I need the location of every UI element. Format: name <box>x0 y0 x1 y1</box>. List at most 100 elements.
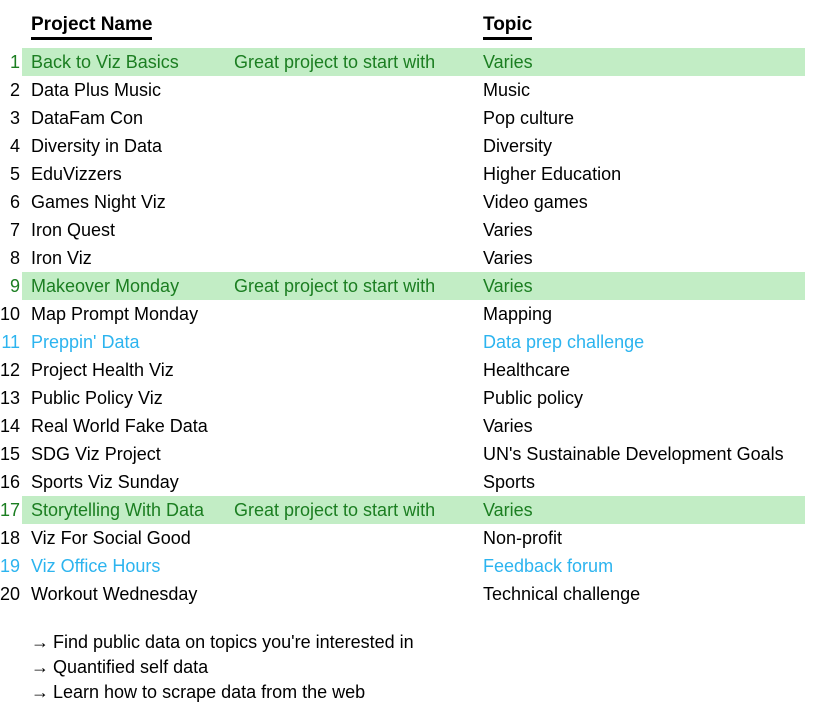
cell-project-name[interactable]: Diversity in Data <box>31 136 163 156</box>
table-row[interactable]: 3 DataFam Con Pop culture <box>0 104 821 132</box>
table-row[interactable]: 13 Public Policy Viz Public policy <box>0 384 821 412</box>
row-number: 8 <box>9 248 20 268</box>
cell-topic: Non-profit <box>483 528 563 548</box>
note-line: → Find public data on topics you're inter… <box>31 630 631 655</box>
cell-topic: Healthcare <box>483 360 571 380</box>
cell-topic: Feedback forum <box>483 556 614 576</box>
table-row[interactable]: 15 SDG Viz Project UN's Sustainable Develo… <box>0 440 821 468</box>
table-row[interactable]: 7 Iron Quest Varies <box>0 216 821 244</box>
table-row[interactable]: 12 Project Health Viz Healthcare <box>0 356 821 384</box>
cell-project-name[interactable]: Makeover Monday <box>31 276 180 296</box>
column-header-topic: Topic <box>483 14 533 40</box>
row-number: 12 <box>0 360 21 380</box>
notes-list: → Find public data on topics you're inter… <box>31 630 631 705</box>
cell-project-name[interactable]: SDG Viz Project <box>31 444 161 464</box>
cell-project-name[interactable]: Workout Wednesday <box>31 584 198 604</box>
cell-topic: Varies <box>483 52 533 72</box>
cell-topic: Mapping <box>483 304 553 324</box>
cell-project-name[interactable]: Viz Office Hours <box>31 556 161 576</box>
table-header-row: Project Name Topic <box>0 14 821 44</box>
note-text: Quantified self data <box>53 657 209 677</box>
table-row[interactable]: 10 Map Prompt Monday Mapping <box>0 300 821 328</box>
cell-note: Great project to start with <box>234 276 436 296</box>
cell-project-name[interactable]: Public Policy Viz <box>31 388 163 408</box>
cell-project-name[interactable]: Iron Quest <box>31 220 116 240</box>
cell-project-name[interactable]: Iron Viz <box>31 248 92 268</box>
cell-note: Great project to start with <box>234 52 436 72</box>
cell-topic: UN's Sustainable Development Goals <box>483 444 784 464</box>
cell-topic: Varies <box>483 220 533 240</box>
cell-project-name[interactable]: Back to Viz Basics <box>31 52 179 72</box>
row-number: 16 <box>0 472 21 492</box>
table-row[interactable]: 11 Preppin' Data Data prep challenge <box>0 328 821 356</box>
cell-topic: Music <box>483 80 531 100</box>
table-row[interactable]: 1 Back to Viz Basics Great project to star… <box>0 48 821 76</box>
row-number: 1 <box>9 52 20 72</box>
row-highlight <box>22 216 805 244</box>
cell-topic: Varies <box>483 276 533 296</box>
table-row[interactable]: 6 Games Night Viz Video games <box>0 188 821 216</box>
cell-project-name[interactable]: Project Health Viz <box>31 360 174 380</box>
note-line: → Learn how to scrape data from the web <box>31 680 631 705</box>
note-text: Learn how to scrape data from the web <box>53 682 366 702</box>
cell-topic: Sports <box>483 472 536 492</box>
row-number: 10 <box>0 304 21 324</box>
cell-project-name[interactable]: Games Night Viz <box>31 192 166 212</box>
cell-topic: Technical challenge <box>483 584 641 604</box>
cell-topic: Diversity <box>483 136 553 156</box>
row-number: 18 <box>0 528 21 548</box>
row-number: 15 <box>0 444 21 464</box>
column-header-project-name: Project Name <box>31 14 153 40</box>
cell-topic: Higher Education <box>483 164 622 184</box>
cell-topic: Pop culture <box>483 108 575 128</box>
row-number: 9 <box>9 276 20 296</box>
table-row[interactable]: 8 Iron Viz Varies <box>0 244 821 272</box>
row-number: 11 <box>1 332 20 352</box>
cell-project-name[interactable]: EduVizzers <box>31 164 122 184</box>
row-highlight <box>22 48 805 76</box>
row-highlight <box>22 496 805 524</box>
table-row[interactable]: 18 Viz For Social Good Non-profit <box>0 524 821 552</box>
cell-project-name[interactable]: Storytelling With Data <box>31 500 205 520</box>
row-highlight <box>22 160 805 188</box>
arrow-right-icon: → <box>31 657 49 677</box>
row-number: 20 <box>0 584 21 604</box>
cell-project-name[interactable]: Map Prompt Monday <box>31 304 199 324</box>
row-number: 5 <box>9 164 20 184</box>
cell-topic: Public policy <box>483 388 584 408</box>
table-row[interactable]: 2 Data Plus Music Music <box>0 76 821 104</box>
table-row[interactable]: 17 Storytelling With Data Great project to… <box>0 496 821 524</box>
note-text: Find public data on topics you're intere… <box>53 632 414 652</box>
table-row[interactable]: 20 Workout Wednesday Technical challenge <box>0 580 821 608</box>
row-number: 6 <box>9 192 20 212</box>
row-number: 17 <box>0 500 21 520</box>
table-row[interactable]: 14 Real World Fake Data Varies <box>0 412 821 440</box>
table-row[interactable]: 5 EduVizzers Higher Education <box>0 160 821 188</box>
row-number: 19 <box>0 556 21 576</box>
table-row[interactable]: 9 Makeover Monday Great project to start w… <box>0 272 821 300</box>
table-body: 1 Back to Viz Basics Great project to star… <box>0 48 821 608</box>
cell-topic: Video games <box>483 192 588 212</box>
cell-project-name[interactable]: Data Plus Music <box>31 80 162 100</box>
cell-note: Great project to start with <box>234 500 436 520</box>
row-number: 14 <box>0 416 21 436</box>
cell-topic: Varies <box>483 500 533 520</box>
row-highlight <box>22 244 805 272</box>
row-number: 13 <box>0 388 21 408</box>
row-number: 7 <box>9 220 20 240</box>
cell-topic: Varies <box>483 416 533 436</box>
cell-topic: Data prep challenge <box>483 332 645 352</box>
arrow-right-icon: → <box>31 682 49 702</box>
arrow-right-icon: → <box>31 632 49 652</box>
cell-project-name[interactable]: DataFam Con <box>31 108 144 128</box>
table-row[interactable]: 4 Diversity in Data Diversity <box>0 132 821 160</box>
cell-project-name[interactable]: Preppin' Data <box>31 332 140 352</box>
row-number: 4 <box>9 136 20 156</box>
table-row[interactable]: 16 Sports Viz Sunday Sports <box>0 468 821 496</box>
cell-project-name[interactable]: Viz For Social Good <box>31 528 191 548</box>
row-highlight <box>22 272 805 300</box>
cell-project-name[interactable]: Sports Viz Sunday <box>31 472 179 492</box>
cell-project-name[interactable]: Real World Fake Data <box>31 416 208 436</box>
table-row[interactable]: 19 Viz Office Hours Feedback forum <box>0 552 821 580</box>
